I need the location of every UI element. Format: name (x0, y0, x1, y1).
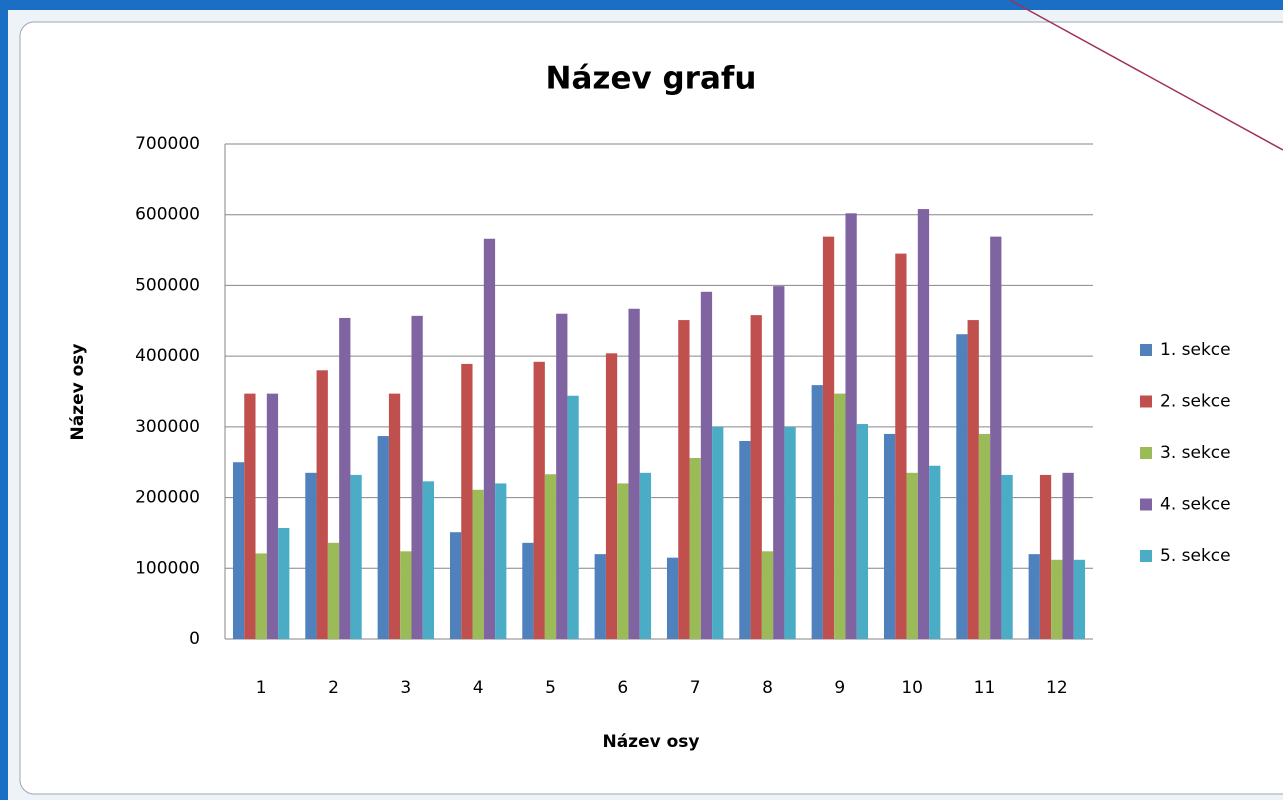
bar (388, 393, 401, 639)
x-tick-label: 12 (1046, 678, 1068, 698)
bar (895, 253, 907, 639)
bar (628, 308, 640, 639)
y-tick-label: 100000 (135, 558, 200, 578)
bar (327, 542, 340, 639)
bar (544, 474, 557, 639)
bar (822, 236, 835, 639)
legend-label: 4. sekce (1160, 495, 1231, 515)
bar (1051, 559, 1063, 639)
x-tick-label: 2 (328, 678, 339, 698)
bar (834, 393, 846, 639)
bar (750, 315, 762, 639)
bar (1039, 474, 1052, 639)
bar (278, 527, 290, 639)
y-tick-label: 400000 (135, 346, 200, 366)
connector-line (1009, 0, 1283, 151)
bar (533, 361, 545, 639)
bar (990, 236, 1002, 639)
bar (339, 317, 351, 639)
bar (773, 286, 785, 639)
bar (305, 472, 317, 639)
bar (811, 385, 823, 639)
bar (316, 370, 328, 639)
x-axis-label: Název osy (602, 732, 699, 752)
bar (594, 554, 606, 639)
bar (978, 433, 991, 639)
x-tick-label: 3 (400, 678, 411, 698)
x-tick-label: 4 (473, 678, 484, 698)
bar (266, 393, 279, 639)
bar (929, 465, 941, 639)
x-tick-label: 6 (617, 678, 628, 698)
bar (700, 291, 713, 639)
legend-swatch (1140, 550, 1152, 562)
legend-swatch (1140, 498, 1152, 511)
bar (556, 313, 568, 639)
y-tick-label: 200000 (135, 488, 200, 508)
bar (917, 209, 930, 640)
y-tick-label: 500000 (135, 275, 200, 295)
bar (845, 213, 857, 640)
bar (906, 472, 918, 639)
bar (678, 320, 690, 639)
legend-label: 1. sekce (1160, 340, 1231, 360)
bar (522, 542, 534, 639)
x-tick-label: 5 (545, 678, 556, 698)
bar (784, 426, 796, 639)
x-tick-label: 8 (762, 678, 773, 698)
bar (639, 472, 652, 639)
bar (739, 441, 751, 639)
chart-title: Název grafu (546, 61, 757, 97)
bar (617, 483, 629, 639)
bar (461, 363, 473, 639)
bar (1073, 559, 1086, 639)
bar (255, 553, 267, 639)
x-tick-label: 7 (690, 678, 701, 698)
y-tick-label: 0 (189, 629, 200, 649)
legend-swatch (1140, 344, 1152, 356)
bar (883, 433, 896, 639)
legend-label: 2. sekce (1160, 392, 1231, 412)
bar (712, 426, 724, 639)
x-tick-label: 1 (256, 678, 267, 698)
bar (377, 436, 389, 639)
bar (605, 353, 618, 639)
chart-area (19, 21, 1283, 795)
legend-label: 5. sekce (1160, 546, 1231, 566)
x-tick-label: 9 (834, 678, 845, 698)
bar (967, 320, 979, 639)
bar (689, 457, 701, 639)
x-tick-label: 11 (974, 678, 996, 698)
bar (483, 238, 496, 639)
bar (411, 315, 423, 639)
bar (567, 395, 579, 639)
bar (1062, 472, 1074, 639)
bar (350, 474, 362, 639)
bar (761, 551, 774, 639)
bar (449, 532, 462, 639)
bar (956, 334, 968, 639)
y-axis-label: Název osy (68, 343, 88, 440)
bar (244, 393, 256, 639)
bar (232, 462, 245, 639)
bar (422, 481, 435, 639)
bar (1028, 554, 1040, 639)
y-tick-label: 600000 (135, 205, 200, 225)
x-tick-label: 10 (901, 678, 923, 698)
bar (856, 424, 869, 639)
legend-swatch (1140, 447, 1152, 459)
bar (400, 551, 412, 639)
bar (495, 483, 507, 639)
legend-swatch (1140, 395, 1152, 408)
y-tick-label: 300000 (135, 417, 200, 437)
y-tick-label: 700000 (135, 134, 200, 154)
bar (666, 557, 679, 639)
legend-label: 3. sekce (1160, 443, 1231, 463)
bar (1001, 474, 1013, 639)
bar (472, 489, 484, 639)
